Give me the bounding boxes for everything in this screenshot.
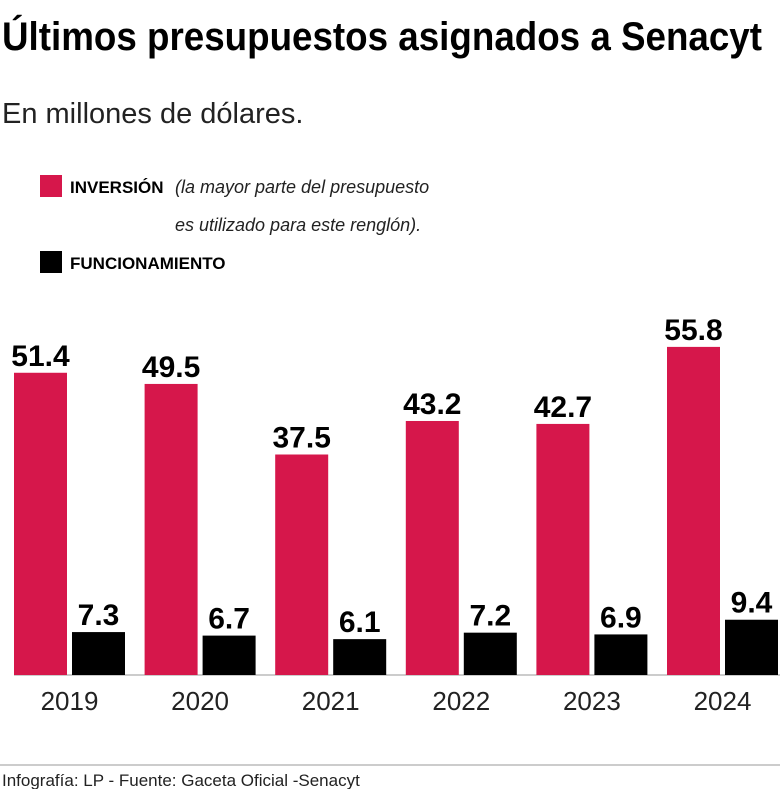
legend-note: (la mayor parte del presupuesto	[175, 177, 429, 197]
value-label: 6.9	[600, 601, 642, 634]
bar	[725, 619, 778, 675]
x-tick-label: 2023	[563, 686, 621, 716]
value-label: 37.5	[273, 422, 331, 455]
legend-swatch	[40, 175, 62, 197]
value-label: 9.4	[731, 587, 773, 620]
bar	[14, 372, 67, 675]
x-tick-label: 2021	[302, 686, 360, 716]
value-label: 49.5	[142, 351, 200, 384]
source: Infografía: LP - Fuente: Gaceta Oficial …	[2, 771, 360, 789]
chart-subtitle: En millones de dólares.	[2, 98, 303, 130]
bar	[144, 383, 198, 675]
bar	[405, 420, 459, 675]
chart-title: Últimos presupuestos asignados a Senacyt	[2, 13, 762, 59]
value-label: 6.1	[339, 606, 381, 639]
value-label: 7.3	[78, 599, 120, 632]
bar	[463, 632, 517, 675]
value-label: 7.2	[469, 600, 511, 633]
legend-label: FUNCIONAMIENTO	[70, 254, 226, 273]
bar	[72, 632, 125, 675]
legend-note: es utilizado para este renglón).	[175, 215, 421, 235]
value-label: 51.4	[11, 340, 70, 373]
value-label: 43.2	[403, 388, 461, 421]
x-tick-label: 2019	[41, 686, 99, 716]
x-tick-label: 2024	[694, 686, 752, 716]
bar	[667, 346, 720, 675]
bar	[275, 454, 329, 675]
bar	[594, 634, 648, 675]
legend-label: INVERSIÓN	[70, 178, 164, 197]
value-label: 42.7	[534, 391, 592, 424]
bar	[536, 423, 590, 675]
bar	[333, 639, 387, 675]
legend-swatch	[40, 251, 62, 273]
value-label: 6.7	[208, 603, 250, 636]
value-label: 55.8	[664, 314, 722, 347]
x-tick-label: 2022	[432, 686, 490, 716]
x-tick-label: 2020	[171, 686, 229, 716]
bar	[202, 635, 256, 675]
